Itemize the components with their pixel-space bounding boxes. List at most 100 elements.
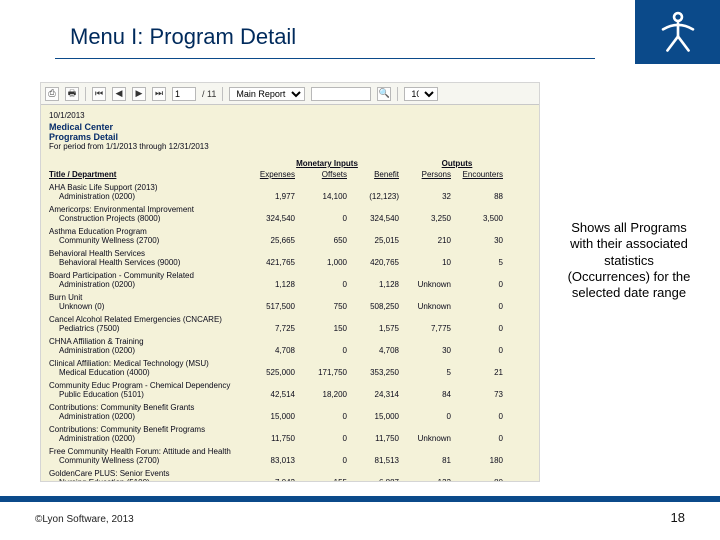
program-value: 0 [301, 456, 353, 465]
export-icon[interactable]: ⎙ [45, 87, 59, 101]
last-page-icon[interactable]: ⏭ [152, 87, 166, 101]
program-value: 0 [457, 412, 509, 421]
program-title: AHA Basic Life Support (2013) [49, 183, 531, 192]
program-dept: Community Wellness (2700) [49, 456, 249, 465]
program-dept: Administration (0200) [49, 412, 249, 421]
group-outputs-label: Outputs [405, 159, 509, 168]
program-title: Board Participation - Community Related [49, 271, 531, 280]
program-value: 84 [405, 390, 457, 399]
program-block: Cancel Alcohol Related Emergencies (CNCA… [49, 315, 531, 333]
program-title: Contributions: Community Benefit Grants [49, 403, 531, 412]
program-block: Community Educ Program - Chemical Depend… [49, 381, 531, 399]
page-number-input[interactable] [172, 87, 196, 101]
program-value: 1,977 [249, 192, 301, 201]
program-value: 4,708 [353, 346, 405, 355]
program-value: 0 [301, 214, 353, 223]
program-row: Administration (0200)15,000015,00000 [49, 412, 531, 421]
program-value: 421,765 [249, 258, 301, 267]
next-page-icon[interactable]: ▶ [132, 87, 146, 101]
program-row: Medical Education (4000)525,000171,75035… [49, 368, 531, 377]
program-value: 508,250 [353, 302, 405, 311]
copyright: ©Lyon Software, 2013 [35, 514, 134, 525]
program-value: 7,775 [405, 324, 457, 333]
find-input[interactable] [311, 87, 371, 101]
program-value: 180 [457, 456, 509, 465]
program-title: Cancel Alcohol Related Emergencies (CNCA… [49, 315, 531, 324]
program-dept: Administration (0200) [49, 280, 249, 289]
program-value: 0 [457, 346, 509, 355]
program-title: Asthma Education Program [49, 227, 531, 236]
program-row: Nursing Education (5100)7,0421556,887132… [49, 478, 531, 481]
program-block: CHNA Affiliation & TrainingAdministratio… [49, 337, 531, 355]
col-header: Encounters [457, 170, 509, 179]
program-value: 0 [301, 434, 353, 443]
program-value: 11,750 [353, 434, 405, 443]
program-value: 517,500 [249, 302, 301, 311]
program-dept: Construction Projects (8000) [49, 214, 249, 223]
program-value: 25,665 [249, 236, 301, 245]
program-value: (12,123) [353, 192, 405, 201]
program-value: 25,015 [353, 236, 405, 245]
program-value: 1,000 [301, 258, 353, 267]
col-header-title: Title / Department [49, 170, 249, 179]
program-dept: Administration (0200) [49, 346, 249, 355]
program-value: 14,100 [301, 192, 353, 201]
col-header: Expenses [249, 170, 301, 179]
program-block: GoldenCare PLUS: Senior EventsNursing Ed… [49, 469, 531, 481]
program-dept: Unknown (0) [49, 302, 249, 311]
program-title: Clinical Affiliation: Medical Technology… [49, 359, 531, 368]
report-date-range: For period from 1/1/2013 through 12/31/2… [49, 142, 531, 151]
program-row: Pediatrics (7500)7,7251501,5757,7750 [49, 324, 531, 333]
program-value: 7,725 [249, 324, 301, 333]
program-block: Burn UnitUnknown (0)517,500750508,250Unk… [49, 293, 531, 311]
report-viewer: ⎙ 🖶 ⏮ ◀ ▶ ⏭ / 11 Main Report 🔍 100% 10/1… [40, 82, 540, 482]
program-title: Burn Unit [49, 293, 531, 302]
print-icon[interactable]: 🖶 [65, 87, 79, 101]
report-print-date: 10/1/2013 [49, 111, 531, 120]
program-value: 150 [301, 324, 353, 333]
program-row: Administration (0200)1,97714,100(12,123)… [49, 192, 531, 201]
program-row: Construction Projects (8000)324,5400324,… [49, 214, 531, 223]
program-row: Administration (0200)1,12801,128Unknown0 [49, 280, 531, 289]
program-row: Unknown (0)517,500750508,250Unknown0 [49, 302, 531, 311]
main-report-select[interactable]: Main Report [229, 87, 305, 101]
program-dept: Administration (0200) [49, 192, 249, 201]
program-block: Clinical Affiliation: Medical Technology… [49, 359, 531, 377]
program-value: 650 [301, 236, 353, 245]
program-value: 132 [405, 478, 457, 481]
program-value: 81,513 [353, 456, 405, 465]
program-block: Contributions: Community Benefit GrantsA… [49, 403, 531, 421]
program-row: Behavioral Health Services (9000)421,765… [49, 258, 531, 267]
program-row: Administration (0200)11,750011,750Unknow… [49, 434, 531, 443]
page-title: Menu I: Program Detail [70, 24, 296, 50]
program-block: AHA Basic Life Support (2013)Administrat… [49, 183, 531, 201]
program-value: 15,000 [249, 412, 301, 421]
find-icon[interactable]: 🔍 [377, 87, 391, 101]
prev-page-icon[interactable]: ◀ [112, 87, 126, 101]
program-value: 5 [457, 258, 509, 267]
program-dept: Medical Education (4000) [49, 368, 249, 377]
program-value: 5 [405, 368, 457, 377]
program-title: Free Community Health Forum: Attitude an… [49, 447, 531, 456]
program-value: 210 [405, 236, 457, 245]
callout-text: Shows all Programs with their associated… [563, 220, 695, 301]
program-value: 81 [405, 456, 457, 465]
program-value: 18,200 [301, 390, 353, 399]
first-page-icon[interactable]: ⏮ [92, 87, 106, 101]
program-value: 88 [457, 192, 509, 201]
program-value: 0 [457, 324, 509, 333]
program-value: 21 [457, 368, 509, 377]
program-dept: Behavioral Health Services (9000) [49, 258, 249, 267]
program-value: 0 [457, 434, 509, 443]
program-value: 420,765 [353, 258, 405, 267]
zoom-select[interactable]: 100% [404, 87, 438, 101]
program-value: 10 [405, 258, 457, 267]
program-block: Asthma Education ProgramCommunity Wellne… [49, 227, 531, 245]
program-value: 30 [405, 346, 457, 355]
program-block: Contributions: Community Benefit Program… [49, 425, 531, 443]
page-total-label: / 11 [202, 89, 216, 99]
slide-number: 18 [671, 510, 685, 525]
program-title: Contributions: Community Benefit Program… [49, 425, 531, 434]
program-value: 0 [301, 412, 353, 421]
program-value: 750 [301, 302, 353, 311]
